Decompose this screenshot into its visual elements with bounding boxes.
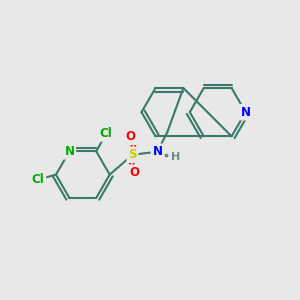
Text: O: O xyxy=(126,130,136,143)
Text: Cl: Cl xyxy=(100,127,112,140)
Text: N: N xyxy=(64,145,74,158)
Text: Cl: Cl xyxy=(32,173,44,186)
Text: N: N xyxy=(241,106,250,119)
Text: H: H xyxy=(171,152,180,162)
Text: O: O xyxy=(130,166,140,179)
Text: S: S xyxy=(128,148,137,161)
Text: N: N xyxy=(152,145,163,158)
